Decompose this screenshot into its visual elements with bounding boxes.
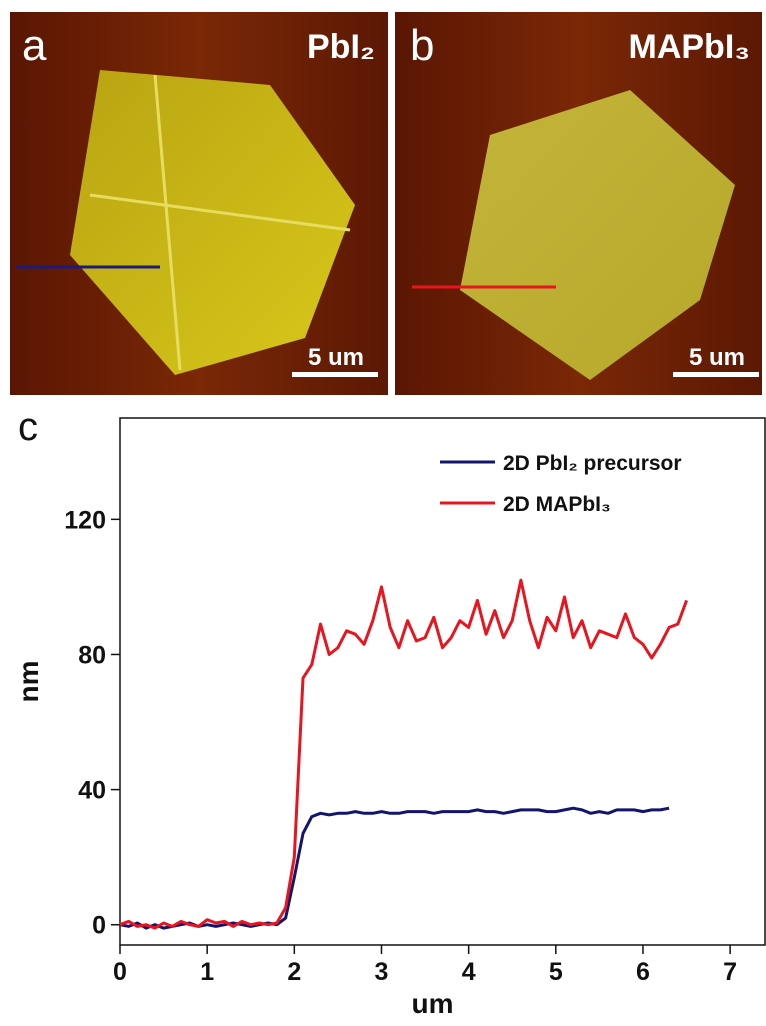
data-line bbox=[119, 578, 689, 930]
x-tick-label: 4 bbox=[462, 958, 476, 986]
y-tick-label: 80 bbox=[78, 641, 106, 669]
chart: 0 1 2 3 4 5 6 7 0 40 80 120 um nm 2D PbI₂ precursor 2D … bbox=[13, 417, 766, 1019]
scale-bar bbox=[673, 372, 759, 377]
panel-title: MAPbI₃ bbox=[629, 28, 751, 66]
data-line bbox=[119, 806, 670, 930]
panel-b: b MAPbI₃ 5 um bbox=[395, 12, 762, 395]
scale-bar bbox=[292, 372, 378, 377]
x-tick-label: 2 bbox=[287, 958, 301, 986]
x-tick-label: 3 bbox=[375, 958, 389, 986]
x-tick-label: 7 bbox=[723, 958, 737, 986]
panel-label: b bbox=[410, 21, 434, 70]
panel-title: PbI₂ bbox=[307, 28, 375, 66]
panel-a: a PbI₂ 5 um bbox=[10, 12, 388, 395]
panel-label: c bbox=[18, 405, 38, 449]
legend-label: 2D PbI₂ precursor bbox=[503, 452, 682, 475]
flake bbox=[460, 90, 735, 380]
x-axis-title: um bbox=[412, 988, 454, 1019]
crease bbox=[153, 74, 182, 371]
scale-bar-label: 5 um bbox=[308, 344, 364, 371]
x-tick-label: 0 bbox=[113, 958, 127, 986]
flake bbox=[70, 70, 355, 375]
panel-label: a bbox=[22, 21, 47, 70]
legend-label: 2D MAPbI₃ bbox=[503, 493, 611, 516]
plot-frame bbox=[119, 417, 766, 946]
y-tick-label: 40 bbox=[78, 777, 106, 805]
x-tick-label: 5 bbox=[549, 958, 563, 986]
y-tick-label: 0 bbox=[92, 912, 106, 940]
scale-bar-label: 5 um bbox=[689, 344, 745, 371]
x-tick-label: 6 bbox=[636, 958, 650, 986]
y-axis-title: nm bbox=[13, 661, 44, 703]
crease bbox=[89, 193, 351, 232]
y-tick-label: 120 bbox=[64, 506, 106, 534]
x-tick-label: 1 bbox=[200, 958, 214, 986]
